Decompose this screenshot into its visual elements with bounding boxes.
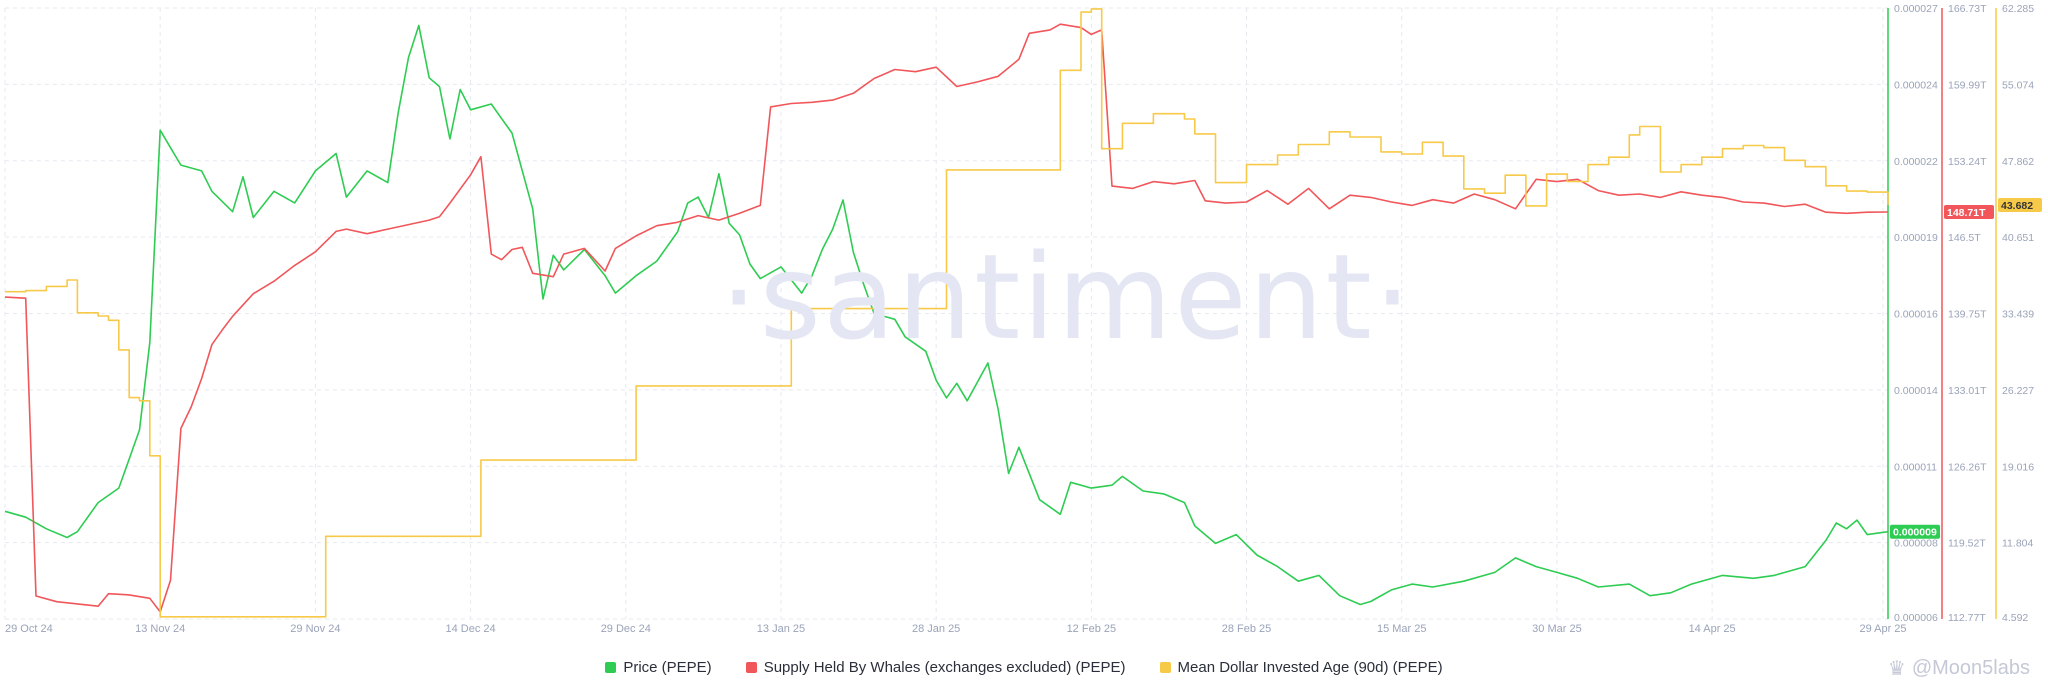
price-tick-label: 0.000014 xyxy=(1894,385,1938,397)
age-tick-label: 26.227 xyxy=(2002,385,2034,397)
x-tick-label: 28 Feb 25 xyxy=(1222,623,1272,635)
age-tick-label: 4.592 xyxy=(2002,612,2028,624)
age-value-badge xyxy=(1998,198,2042,213)
legend-swatch-age xyxy=(1159,661,1171,673)
legend-label-price: Price (PEPE) xyxy=(623,658,712,676)
price-tick-label: 0.000008 xyxy=(1894,538,1938,550)
x-tick-label: 29 Apr 25 xyxy=(1859,623,1906,635)
price-value-badge-text: 0.000009 xyxy=(1893,527,1937,539)
x-tick-label: 29 Dec 24 xyxy=(601,623,651,635)
moon5labs-handle: ♛ @Moon5labs xyxy=(1888,656,2030,681)
price-tick-label: 0.000019 xyxy=(1894,232,1938,244)
x-tick-label: 30 Mar 25 xyxy=(1532,623,1582,635)
legend-item-whales[interactable]: Supply Held By Whales (exchanges exclude… xyxy=(745,658,1126,676)
x-axis: 29 Oct 24 13 Nov 24 29 Nov 24 14 Dec 24 29 D… xyxy=(5,623,1907,635)
legend-item-price[interactable]: Price (PEPE) xyxy=(605,658,712,676)
whales-tick-label: 166.73T xyxy=(1948,3,1987,15)
whales-tick-label: 139.75T xyxy=(1948,309,1987,321)
x-tick-label: 15 Mar 25 xyxy=(1377,623,1427,635)
price-tick-label: 0.000022 xyxy=(1894,156,1938,168)
age-tick-label: 11.804 xyxy=(2002,538,2033,550)
price-tick-label: 0.000024 xyxy=(1894,79,1938,91)
santiment-watermark: ·santiment· xyxy=(720,228,1414,366)
legend: Price (PEPE) Supply Held By Whales (exch… xyxy=(0,654,2048,680)
whales-value-badge xyxy=(1944,205,1994,220)
legend-item-age[interactable]: Mean Dollar Invested Age (90d) (PEPE) xyxy=(1159,658,1443,676)
y-axes: 0.000027 0.000024 0.000022 0.000019 0.000016… xyxy=(1887,3,2034,624)
whales-tick-label: 146.5T xyxy=(1948,232,1981,244)
x-tick-label: 13 Jan 25 xyxy=(757,623,805,635)
x-tick-label: 28 Jan 25 xyxy=(912,623,960,635)
x-tick-label: 13 Nov 24 xyxy=(135,623,185,635)
legend-swatch-price xyxy=(605,661,617,673)
x-tick-label: 12 Feb 25 xyxy=(1067,623,1117,635)
age-tick-label: 47.862 xyxy=(2002,156,2034,168)
price-tick-label: 0.000006 xyxy=(1894,612,1938,624)
current-value-badges: 0.000009 148.71T 43.682 xyxy=(1890,198,2042,539)
whales-tick-label: 119.52T xyxy=(1948,538,1986,550)
age-tick-label: 19.016 xyxy=(2002,461,2034,473)
legend-swatch-whales xyxy=(745,661,757,673)
age-tick-label: 55.074 xyxy=(2002,79,2034,91)
series-line-age xyxy=(5,8,1889,618)
whales-tick-label: 112.77T xyxy=(1948,612,1986,624)
legend-label-age: Mean Dollar Invested Age (90d) (PEPE) xyxy=(1177,658,1443,676)
x-tick-label: 29 Oct 24 xyxy=(5,623,53,635)
age-value-badge-text: 43.682 xyxy=(2001,200,2033,212)
whales-tick-label: 133.01T xyxy=(1948,385,1987,397)
whales-tick-label: 159.99T xyxy=(1948,79,1987,91)
handle-text: @Moon5labs xyxy=(1911,657,2030,679)
series-line-price xyxy=(4,24,1889,606)
age-tick-label: 40.651 xyxy=(2002,232,2034,244)
grid xyxy=(4,7,1888,620)
price-tick-label: 0.000011 xyxy=(1894,461,1937,473)
age-tick-label: 33.439 xyxy=(2002,309,2034,321)
x-tick-label: 14 Apr 25 xyxy=(1689,623,1736,635)
price-value-badge xyxy=(1890,524,1940,539)
price-tick-label: 0.000027 xyxy=(1894,3,1938,15)
age-tick-label: 62.285 xyxy=(2002,3,2034,15)
price-tick-label: 0.000016 xyxy=(1894,309,1938,321)
crown-icon: ♛ xyxy=(1887,658,1906,680)
whales-tick-label: 153.24T xyxy=(1948,156,1987,168)
whales-tick-label: 126.26T xyxy=(1948,461,1987,473)
series-lines xyxy=(4,8,1889,618)
legend-label-whales: Supply Held By Whales (exchanges exclude… xyxy=(763,658,1126,676)
whales-value-badge-text: 148.71T xyxy=(1947,207,1986,219)
x-tick-label: 14 Dec 24 xyxy=(445,623,495,635)
x-tick-label: 29 Nov 24 xyxy=(290,623,340,635)
